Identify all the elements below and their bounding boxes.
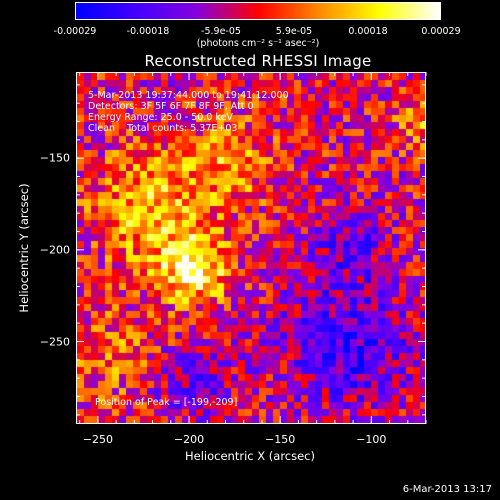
- x-tick-label: −150: [265, 433, 296, 446]
- x-axis-label: Heliocentric X (arcsec): [185, 449, 315, 463]
- footer-date: 6-Mar-2013 13:17: [402, 484, 492, 495]
- colorbar-tick: -0.00029: [53, 26, 97, 37]
- colorbar: [75, 2, 441, 20]
- colorbar-tick: 5.9e-05: [275, 26, 313, 37]
- colorbar-tick: -5.9e-05: [201, 26, 241, 37]
- y-tick-label: −150: [39, 151, 70, 165]
- time-range-label: 5-Mar-2013 19:37:44.000 to 19:41:12.000: [88, 90, 289, 101]
- colorbar-tick: 0.00018: [348, 26, 388, 37]
- detectors-label: Detectors: 3F 5F 6F 7F 8F 9F, Att 0: [88, 101, 254, 112]
- colorbar-unit-label: (photons cm⁻² s⁻¹ asec⁻²): [196, 38, 320, 49]
- colorbar-gradient: [76, 3, 440, 19]
- plot-frame: [76, 72, 426, 424]
- x-tick-label: −100: [356, 433, 387, 446]
- chart-title: Reconstructed RHESSI Image: [144, 52, 372, 70]
- y-tick-label: −250: [39, 335, 70, 348]
- heatmap-image: [77, 73, 425, 423]
- clean-counts-label: Clean Total counts: 5.37E+03: [88, 123, 238, 134]
- x-tick-label: −250: [82, 433, 113, 446]
- colorbar-tick: 0.00029: [421, 26, 461, 37]
- energy-range-label: Energy Range: 25.0 - 50.0 keV: [88, 112, 233, 123]
- y-axis-label: Heliocentric Y (arcsec): [17, 183, 31, 313]
- peak-position-label: Position of Peak = [-199,-209]: [95, 397, 238, 408]
- colorbar-tick: -0.00018: [126, 26, 170, 37]
- x-tick-label: −200: [173, 433, 205, 446]
- y-tick-label: −200: [39, 243, 70, 257]
